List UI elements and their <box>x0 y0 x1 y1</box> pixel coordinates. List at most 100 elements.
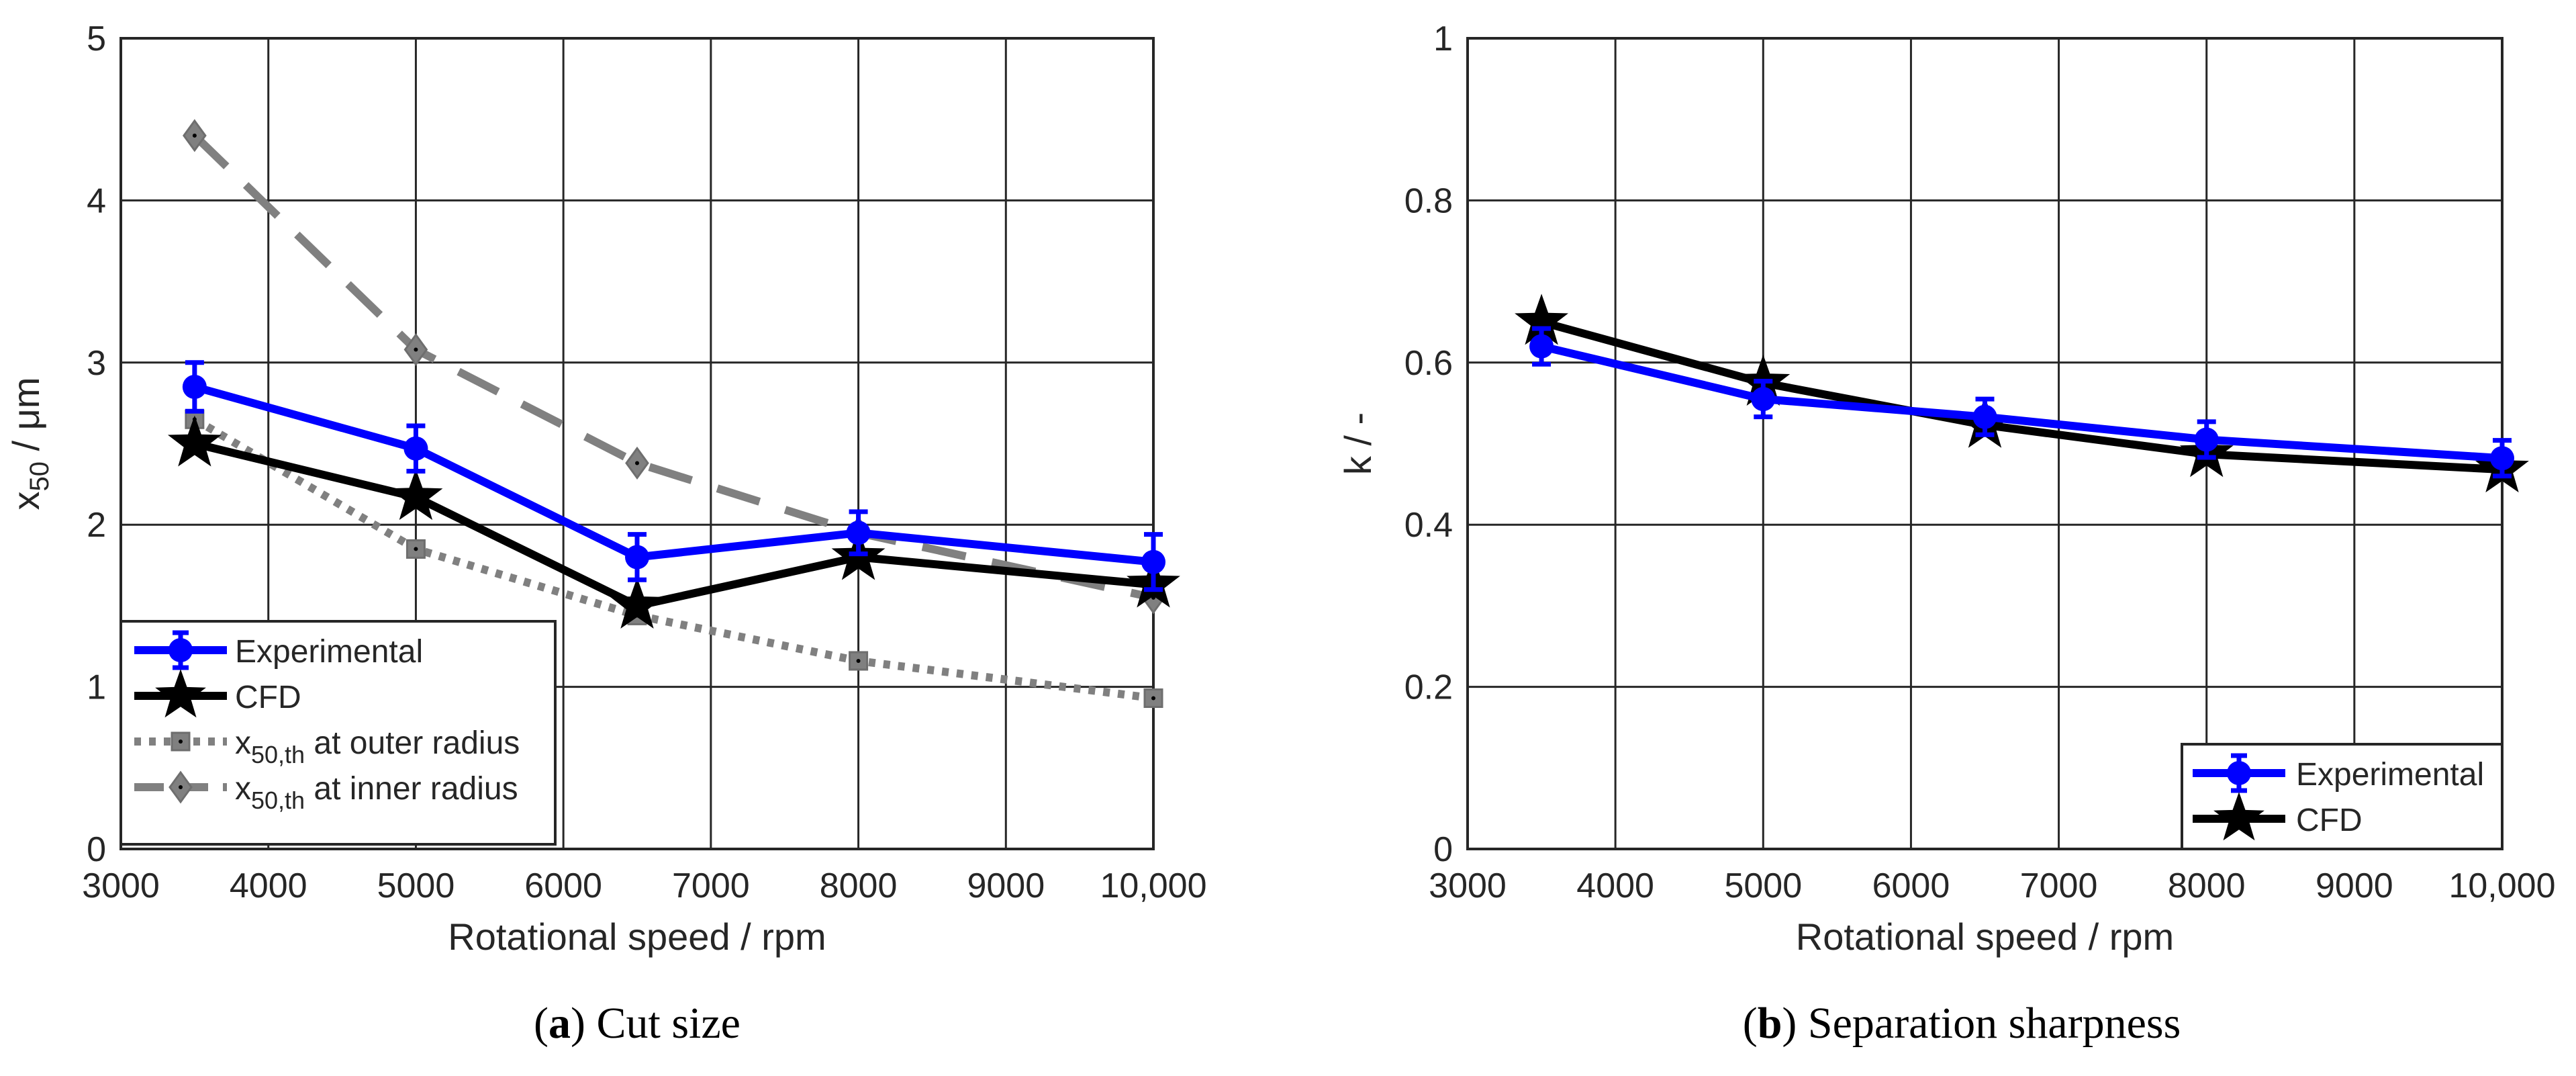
x-tick-label: 10,000 <box>2448 866 2555 905</box>
legend-entry-rest: at outer radius <box>305 725 520 761</box>
legend-marker <box>155 669 206 718</box>
y-axis-label-main: k / - <box>1337 412 1379 475</box>
x-tick-label: 6000 <box>524 866 602 905</box>
x-tick-label: 6000 <box>1872 866 1950 905</box>
y-tick-label-text: 0.6 <box>1404 344 1453 383</box>
x-tick-label: 3000 <box>82 866 160 905</box>
x-tick-label-text: 7000 <box>2020 866 2098 905</box>
y-tick-label: 0.6 <box>1404 344 1453 383</box>
x-tick-label-text: 8000 <box>2168 866 2246 905</box>
data-point <box>1751 387 1776 412</box>
y-tick-label-text: 0 <box>1433 830 1453 869</box>
y-tick-label-text: 1 <box>87 668 106 707</box>
data-point-dot <box>635 461 639 465</box>
x-axis-label: Rotational speed / rpm <box>1796 915 2174 958</box>
plot-area <box>1468 38 2502 849</box>
data-point <box>610 577 664 629</box>
x-tick-label: 8000 <box>820 866 898 905</box>
data-point-dot <box>1151 696 1155 701</box>
y-tick-label: 5 <box>87 19 106 58</box>
legend-entry: CFD <box>235 680 301 715</box>
legend-entry-sub: 50,th <box>251 787 305 814</box>
y-tick-label-text: 1 <box>1433 19 1453 58</box>
x-tick-label-text: 5000 <box>1724 866 1802 905</box>
y-tick-label: 2 <box>87 506 106 545</box>
x-tick-label-text: 6000 <box>1872 866 1950 905</box>
legend-entry-sub: 50,th <box>251 741 305 768</box>
legend-entry-main: Experimental <box>235 634 423 670</box>
legend-box <box>120 620 557 846</box>
series-experimental <box>1529 326 2514 479</box>
y-tick-label-text: 3 <box>87 344 106 383</box>
x-tick-label: 8000 <box>2168 866 2246 905</box>
x-tick-label-text: 4000 <box>1576 866 1654 905</box>
figure-caption: (b) Separation sharpness <box>1743 999 2181 1048</box>
chart-cut-size: 3000 4000 5000 6000 7000 8000 9000 10,000 0 1 2 3 4 5… <box>5 19 1207 1048</box>
y-tick-label: 1 <box>1433 19 1453 58</box>
data-point <box>2490 446 2514 471</box>
caption-paren-close: ) <box>1782 999 1797 1048</box>
x-tick-label: 10,000 <box>1100 866 1206 905</box>
legend-entry-main: x <box>235 771 251 807</box>
y-tick-label-text: 5 <box>87 19 106 58</box>
y-tick-label: 0 <box>1433 830 1453 869</box>
x-tick-label: 4000 <box>1576 866 1654 905</box>
data-point <box>846 521 871 545</box>
series-line <box>191 132 1155 602</box>
x-tick-label: 3000 <box>1429 866 1507 905</box>
data-point <box>403 436 428 461</box>
y-axis-label-main: x <box>5 492 47 510</box>
data-point <box>167 415 222 467</box>
data-point <box>625 545 649 570</box>
data-point-dot <box>192 133 197 138</box>
y-tick-label: 0.8 <box>1404 181 1453 220</box>
data-point <box>1529 334 1554 359</box>
data-point <box>1972 404 1997 429</box>
y-tick-label-text: 0.2 <box>1404 668 1453 707</box>
y-tick-label: 3 <box>87 344 106 383</box>
y-axis-label: k / - <box>1337 412 1379 475</box>
data-point <box>2194 427 2219 452</box>
caption-paren-open: ( <box>534 999 548 1048</box>
y-tick-label: 0.2 <box>1404 668 1453 707</box>
legend: Experimental CFD x50,th at outer radiusx50… <box>120 620 557 846</box>
x-tick-label-text: 7000 <box>672 866 750 905</box>
y-tick-label: 0 <box>87 830 106 869</box>
x-tick-label-text: 10,000 <box>1100 866 1206 905</box>
x-tick-label-text: 3000 <box>1429 866 1507 905</box>
legend-entry: CFD <box>2296 803 2363 838</box>
data-point <box>182 375 207 400</box>
x-tick-label: 9000 <box>967 866 1045 905</box>
y-tick-label: 0.4 <box>1404 506 1453 545</box>
x-tick-label: 7000 <box>672 866 750 905</box>
x-axis-label-text: Rotational speed / rpm <box>448 915 826 958</box>
x-tick-label-text: 8000 <box>820 866 898 905</box>
data-point-dot <box>414 547 418 551</box>
legend-entry-main: CFD <box>2296 803 2363 838</box>
data-point <box>1141 549 1165 574</box>
x-tick-label: 5000 <box>377 866 455 905</box>
x-axis-label: Rotational speed / rpm <box>448 915 826 958</box>
series-experimental <box>182 360 1165 592</box>
legend-entry-main: CFD <box>235 680 301 715</box>
figure-caption: (a) Cut size <box>534 999 741 1048</box>
legend-entry-main: Experimental <box>2296 757 2484 793</box>
y-tick-label: 1 <box>87 668 106 707</box>
axes-frame <box>120 37 1155 850</box>
x-tick-label: 7000 <box>2020 866 2098 905</box>
x-tick-label-text: 10,000 <box>2448 866 2555 905</box>
y-axis-label-sub: 50 <box>25 461 54 492</box>
y-tick-label-text: 2 <box>87 506 106 545</box>
legend-marker <box>2213 792 2264 841</box>
legend-entry: x50,th at outer radius <box>235 725 520 768</box>
data-point-dot <box>414 347 418 352</box>
x-tick-label-text: 9000 <box>967 866 1045 905</box>
caption-text: Separation sharpness <box>1797 999 2181 1048</box>
y-tick-label-text: 0.4 <box>1404 506 1453 545</box>
caption-paren-open: ( <box>1743 999 1758 1048</box>
legend: Experimental CFD <box>2181 743 2503 850</box>
y-axis-label: x50 / μm <box>5 377 54 510</box>
y-tick-label-text: 0.8 <box>1404 181 1453 220</box>
x-tick-label: 5000 <box>1724 866 1802 905</box>
